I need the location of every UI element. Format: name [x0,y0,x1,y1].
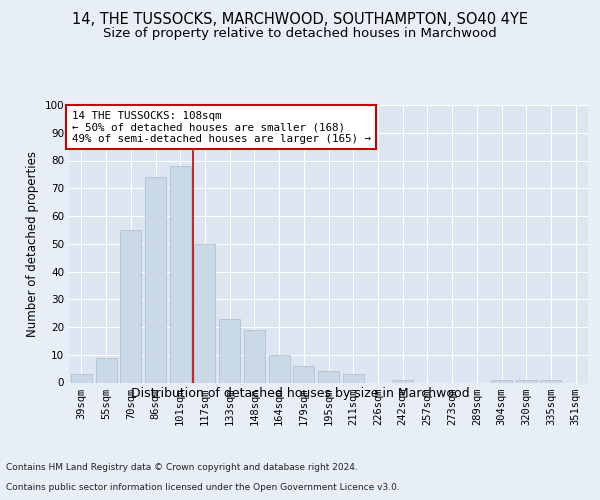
Bar [392,380,413,382]
Text: 14, THE TUSSOCKS, MARCHWOOD, SOUTHAMPTON, SO40 4YE: 14, THE TUSSOCKS, MARCHWOOD, SOUTHAMPTON… [72,12,528,28]
Bar [244,330,265,382]
Text: Contains HM Land Registry data © Crown copyright and database right 2024.: Contains HM Land Registry data © Crown c… [6,464,358,472]
Bar [194,244,215,382]
Bar [516,380,537,382]
Bar [170,166,191,382]
Bar [120,230,141,382]
Bar [219,318,240,382]
Text: Size of property relative to detached houses in Marchwood: Size of property relative to detached ho… [103,28,497,40]
Bar [541,380,562,382]
Bar [318,372,339,382]
Y-axis label: Number of detached properties: Number of detached properties [26,151,39,337]
Text: Distribution of detached houses by size in Marchwood: Distribution of detached houses by size … [131,388,469,400]
Bar [95,358,116,382]
Text: Contains public sector information licensed under the Open Government Licence v3: Contains public sector information licen… [6,484,400,492]
Bar [269,355,290,382]
Bar [343,374,364,382]
Bar [145,177,166,382]
Text: 14 THE TUSSOCKS: 108sqm
← 50% of detached houses are smaller (168)
49% of semi-d: 14 THE TUSSOCKS: 108sqm ← 50% of detache… [71,110,371,144]
Bar [293,366,314,382]
Bar [491,380,512,382]
Bar [71,374,92,382]
